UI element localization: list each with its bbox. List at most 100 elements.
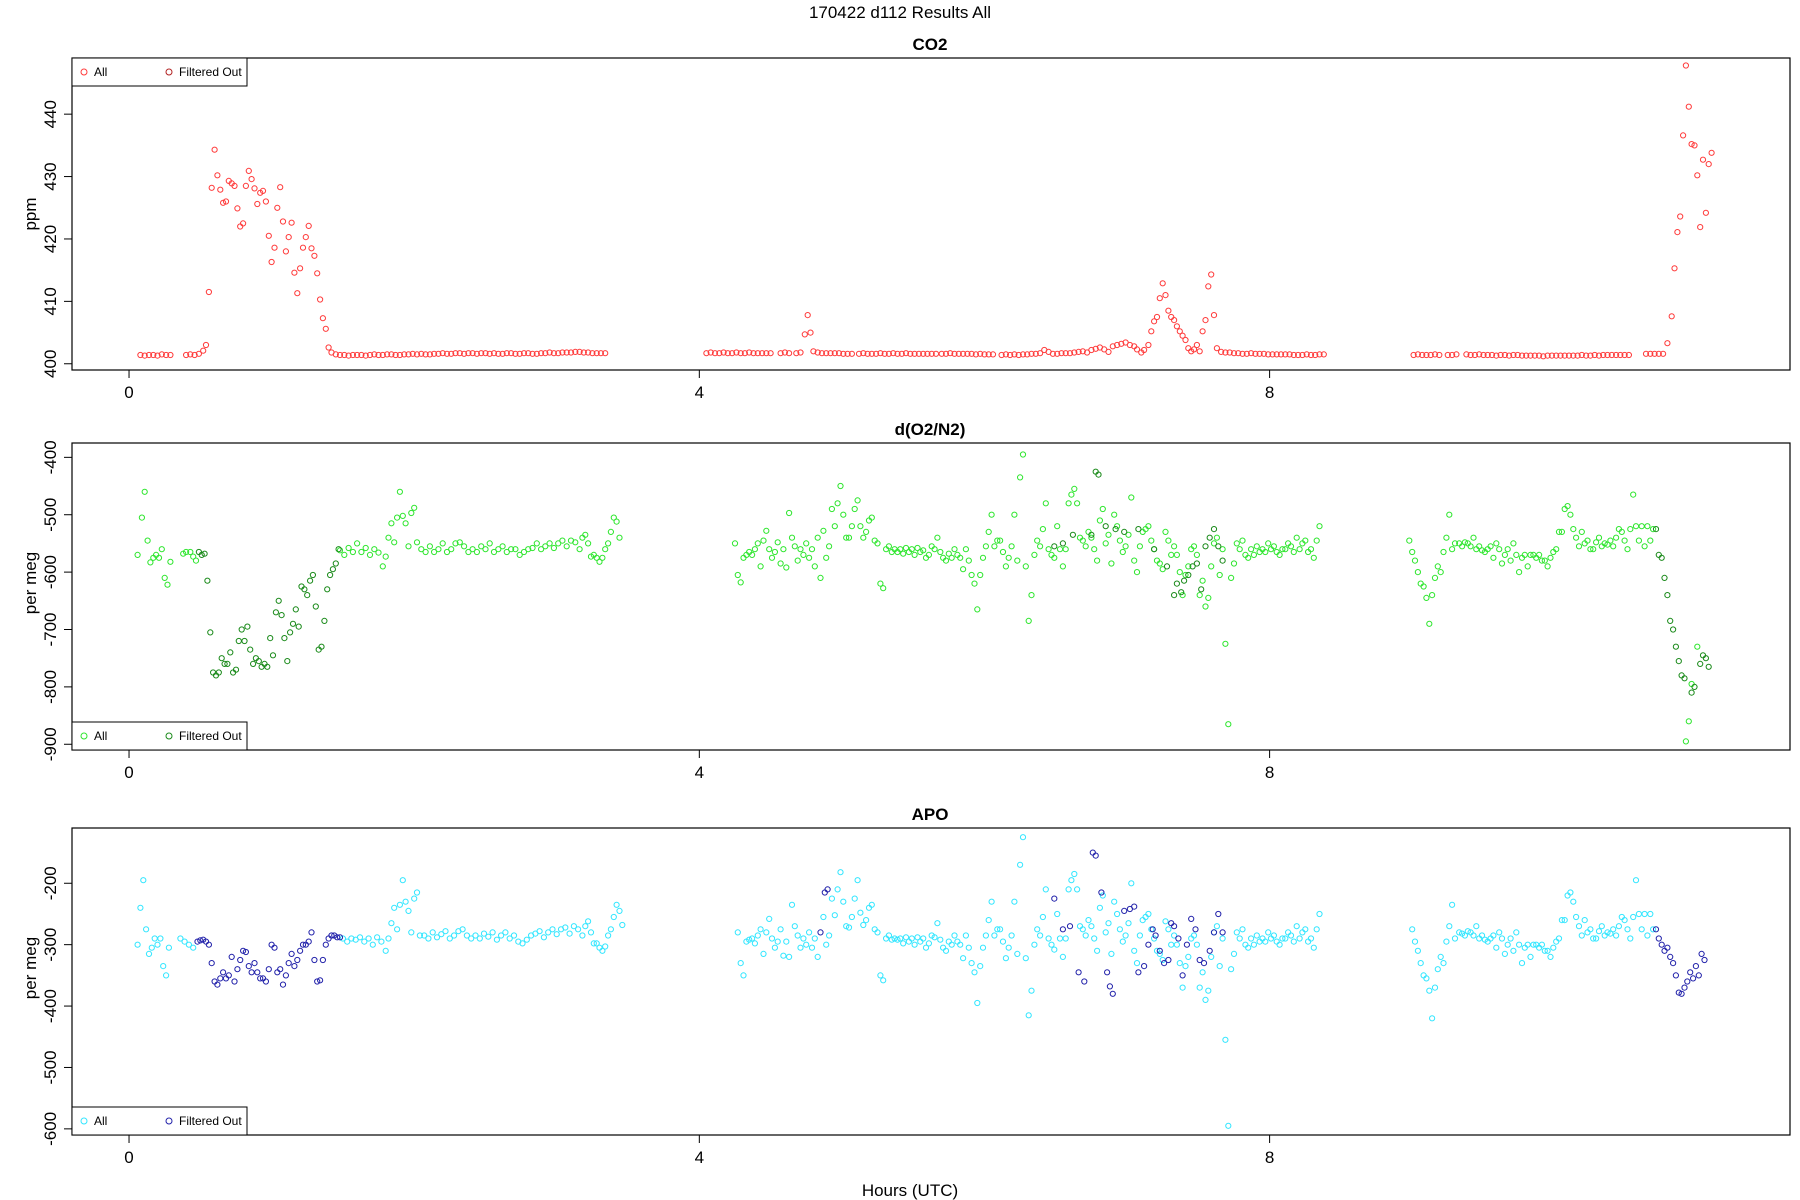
data-point-all — [1205, 594, 1212, 602]
data-point-all — [907, 350, 914, 357]
data-point-all — [553, 931, 560, 938]
y-tick-label: 420 — [41, 225, 60, 253]
data-point-all — [506, 935, 513, 942]
data-point-all — [158, 546, 165, 553]
data-point-all — [749, 551, 756, 559]
data-point-all — [345, 544, 352, 552]
data-point-all — [1293, 534, 1300, 541]
data-point-all — [1644, 932, 1651, 939]
data-point-all — [1514, 351, 1521, 359]
data-point-all — [282, 248, 289, 255]
data-point-all — [1092, 345, 1099, 352]
data-point-all — [448, 350, 455, 357]
data-point-all — [1082, 932, 1089, 939]
data-point-all — [607, 926, 615, 933]
data-point-all — [585, 349, 592, 356]
data-point-filtered-out — [1121, 907, 1128, 915]
data-point-filtered-out — [238, 626, 245, 633]
data-point-all — [1190, 346, 1198, 353]
data-point-filtered-out — [1672, 972, 1680, 979]
data-point-all — [469, 350, 476, 357]
data-point-all — [1313, 537, 1320, 544]
data-point-all — [1305, 938, 1312, 945]
data-point-all — [566, 930, 573, 937]
data-point-filtered-out — [309, 571, 316, 579]
x-tick-label: 8 — [1265, 383, 1274, 402]
data-point-all — [1216, 571, 1223, 579]
data-point-all — [1002, 563, 1010, 570]
data-point-all — [1523, 352, 1530, 359]
data-point-all — [1162, 292, 1169, 299]
y-tick-label: -400 — [41, 989, 60, 1023]
y-tick-label: -500 — [41, 498, 60, 532]
data-point-all — [843, 534, 850, 541]
data-point-all — [1243, 350, 1250, 357]
data-point-all — [1205, 987, 1212, 994]
data-point-filtered-out — [225, 972, 232, 979]
data-point-all — [157, 935, 164, 942]
data-point-all — [1316, 351, 1323, 358]
data-point-all — [1168, 941, 1175, 948]
data-point-filtered-out — [204, 577, 211, 584]
plot-frame — [71, 57, 1791, 371]
data-point-all — [920, 935, 927, 942]
data-point-all — [418, 546, 425, 553]
data-point-all — [396, 901, 403, 908]
data-point-all — [1213, 345, 1221, 352]
data-point-all — [1185, 345, 1192, 352]
data-point-all — [572, 539, 579, 546]
data-point-all — [724, 350, 731, 357]
data-point-all — [1213, 923, 1221, 930]
data-point-all — [413, 889, 421, 896]
data-point-all — [1536, 551, 1543, 559]
data-point-filtered-out — [1193, 560, 1201, 567]
data-point-all — [750, 350, 757, 357]
data-point-all — [1443, 534, 1450, 541]
data-point-all — [473, 350, 480, 357]
data-point-all — [354, 351, 361, 359]
data-point-all — [860, 921, 867, 929]
data-point-filtered-out — [1069, 531, 1077, 538]
data-point-all — [786, 350, 793, 357]
data-point-all — [443, 350, 451, 357]
data-point-all — [1222, 640, 1229, 647]
data-point-all — [703, 350, 710, 357]
data-point-all — [1088, 923, 1095, 930]
y-tick-label: -600 — [41, 555, 60, 589]
data-point-filtered-out — [218, 655, 225, 662]
data-point-all — [1685, 103, 1692, 110]
data-point-filtered-out — [244, 623, 251, 630]
data-point-all — [217, 186, 224, 193]
data-point-all — [902, 934, 910, 941]
data-point-all — [1604, 541, 1611, 548]
data-point-all — [1005, 944, 1012, 951]
data-point-all — [1567, 889, 1574, 896]
data-point-all — [431, 350, 438, 357]
data-point-all — [438, 931, 445, 938]
data-point-all — [1011, 511, 1018, 518]
data-point-filtered-out — [1681, 984, 1688, 991]
data-point-all — [555, 350, 562, 357]
data-point-all — [1277, 351, 1285, 358]
data-point-all — [495, 546, 502, 553]
data-point-filtered-out — [1059, 926, 1067, 933]
data-point-all — [1607, 930, 1614, 937]
y-tick-label: 430 — [41, 162, 60, 190]
data-point-filtered-out — [1089, 849, 1096, 856]
data-point-all — [610, 514, 617, 521]
data-point-filtered-out — [1075, 969, 1082, 976]
data-point-filtered-out — [291, 963, 298, 970]
data-point-all — [1647, 910, 1654, 918]
data-point-all — [1426, 987, 1433, 994]
data-point-filtered-out — [1702, 655, 1710, 662]
data-point-all — [1498, 560, 1506, 567]
data-point-all — [388, 351, 395, 358]
data-point-all — [452, 540, 459, 547]
data-point-all — [499, 350, 506, 357]
data-point-all — [1094, 557, 1101, 564]
data-point-all — [150, 351, 157, 359]
data-point-all — [1429, 592, 1436, 599]
data-point-all — [1037, 543, 1044, 550]
data-point-all — [354, 540, 361, 547]
data-point-all — [794, 932, 801, 939]
